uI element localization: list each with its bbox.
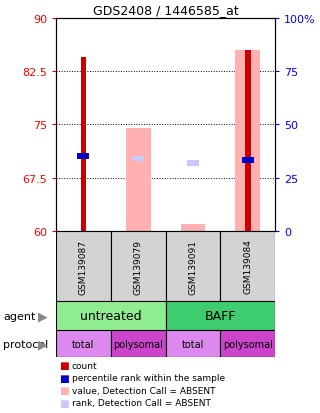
Text: BAFF: BAFF xyxy=(205,309,236,323)
Text: rank, Detection Call = ABSENT: rank, Detection Call = ABSENT xyxy=(72,398,211,407)
Bar xyxy=(236,50,260,231)
Text: value, Detection Call = ABSENT: value, Detection Call = ABSENT xyxy=(72,386,215,395)
Text: ■: ■ xyxy=(59,373,69,383)
Text: agent: agent xyxy=(3,311,36,321)
Text: ▶: ▶ xyxy=(38,337,48,350)
Bar xyxy=(166,301,275,330)
Bar xyxy=(56,231,111,301)
Bar xyxy=(166,330,220,357)
Bar xyxy=(111,330,166,357)
Text: polysomal: polysomal xyxy=(113,339,163,349)
Text: total: total xyxy=(182,339,204,349)
Bar xyxy=(181,224,205,231)
Bar xyxy=(111,231,166,301)
Title: GDS2408 / 1446585_at: GDS2408 / 1446585_at xyxy=(93,5,238,17)
Bar xyxy=(245,50,251,231)
Text: ▶: ▶ xyxy=(38,309,48,323)
Text: ■: ■ xyxy=(59,361,69,370)
Text: GSM139091: GSM139091 xyxy=(188,239,197,294)
Text: total: total xyxy=(72,339,95,349)
Text: polysomal: polysomal xyxy=(223,339,273,349)
Bar xyxy=(132,156,144,162)
Bar xyxy=(81,57,86,231)
Text: ■: ■ xyxy=(59,385,69,395)
Bar xyxy=(242,157,254,163)
Text: ■: ■ xyxy=(59,398,69,408)
Bar xyxy=(56,301,166,330)
Text: percentile rank within the sample: percentile rank within the sample xyxy=(72,373,225,382)
Text: protocol: protocol xyxy=(3,339,48,349)
Bar xyxy=(77,154,89,160)
Bar xyxy=(166,231,220,301)
Text: GSM139087: GSM139087 xyxy=(79,239,88,294)
Text: untreated: untreated xyxy=(80,309,142,323)
Bar xyxy=(220,330,275,357)
Bar xyxy=(220,231,275,301)
Bar xyxy=(187,161,199,167)
Bar xyxy=(56,330,111,357)
Text: GSM139084: GSM139084 xyxy=(243,239,252,294)
Text: count: count xyxy=(72,361,98,370)
Bar xyxy=(126,128,150,231)
Text: GSM139079: GSM139079 xyxy=(134,239,143,294)
